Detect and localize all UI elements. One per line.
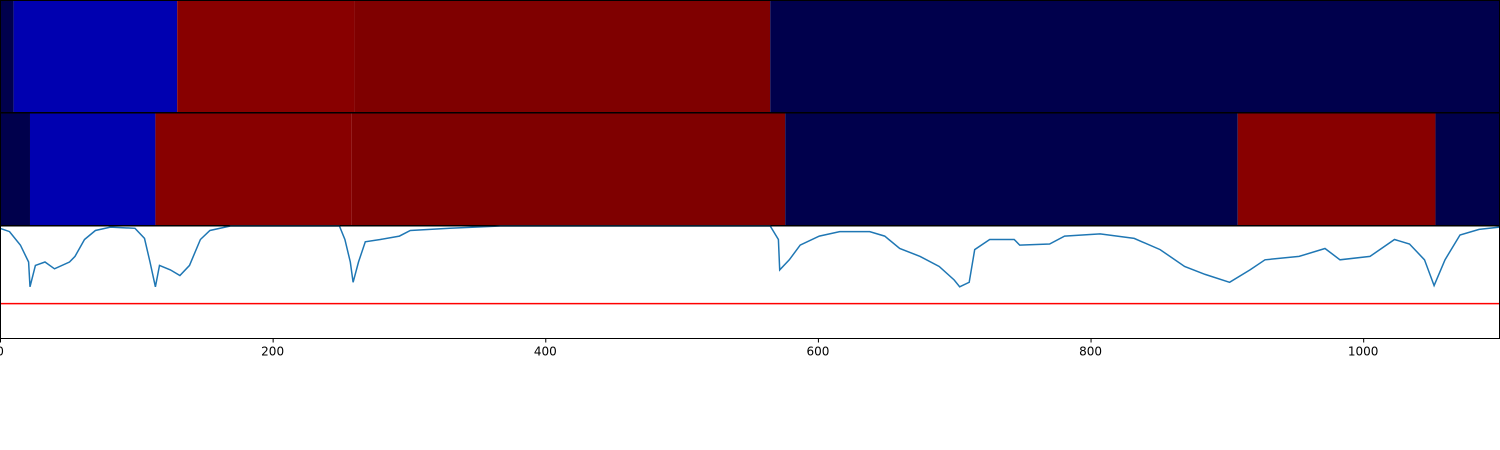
- segment: [1435, 113, 1500, 226]
- segment: [770, 0, 1500, 113]
- segment: [13, 0, 178, 113]
- segment: [0, 113, 30, 226]
- x-tick-label: 200: [261, 344, 284, 358]
- segment: [785, 113, 1238, 226]
- segment: [0, 0, 14, 113]
- segment: [29, 113, 156, 226]
- panel-frame: [0, 225, 1500, 339]
- segment: [155, 113, 352, 226]
- x-tick-label: 400: [534, 344, 557, 358]
- x-tick-label: 1000: [1348, 344, 1379, 358]
- x-tick-label: 800: [1079, 344, 1102, 358]
- segment: [177, 0, 355, 113]
- segment: [351, 113, 786, 226]
- x-tick-label: 600: [806, 344, 829, 358]
- segment: [1237, 113, 1436, 226]
- segment: [354, 0, 771, 113]
- x-tick-label: 0: [0, 344, 4, 358]
- line-series: [0, 225, 1500, 288]
